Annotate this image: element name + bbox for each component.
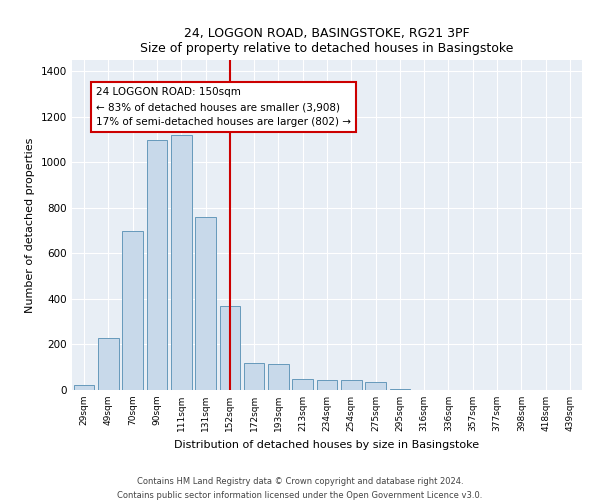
Bar (74, 386, 94, 390)
Text: 24 LOGGON ROAD: 150sqm
← 83% of detached houses are smaller (3,908)
17% of semi-: 24 LOGGON ROAD: 150sqm ← 83% of detached… (96, 88, 351, 127)
Bar (98, 338, 119, 390)
Bar (292, 378, 313, 390)
Y-axis label: Number of detached properties: Number of detached properties (25, 138, 35, 312)
Bar (146, 140, 167, 390)
Bar (244, 362, 265, 390)
Bar (389, 389, 410, 390)
Bar (341, 380, 362, 390)
Bar (317, 380, 337, 390)
Bar (122, 230, 143, 390)
Bar (171, 135, 191, 390)
Bar (195, 217, 216, 390)
Bar (365, 382, 386, 390)
Bar (268, 364, 289, 390)
Text: Contains HM Land Registry data © Crown copyright and database right 2024.
Contai: Contains HM Land Registry data © Crown c… (118, 478, 482, 500)
Title: 24, LOGGON ROAD, BASINGSTOKE, RG21 3PF
Size of property relative to detached hou: 24, LOGGON ROAD, BASINGSTOKE, RG21 3PF S… (140, 26, 514, 54)
Bar (220, 306, 240, 390)
X-axis label: Distribution of detached houses by size in Basingstoke: Distribution of detached houses by size … (175, 440, 479, 450)
